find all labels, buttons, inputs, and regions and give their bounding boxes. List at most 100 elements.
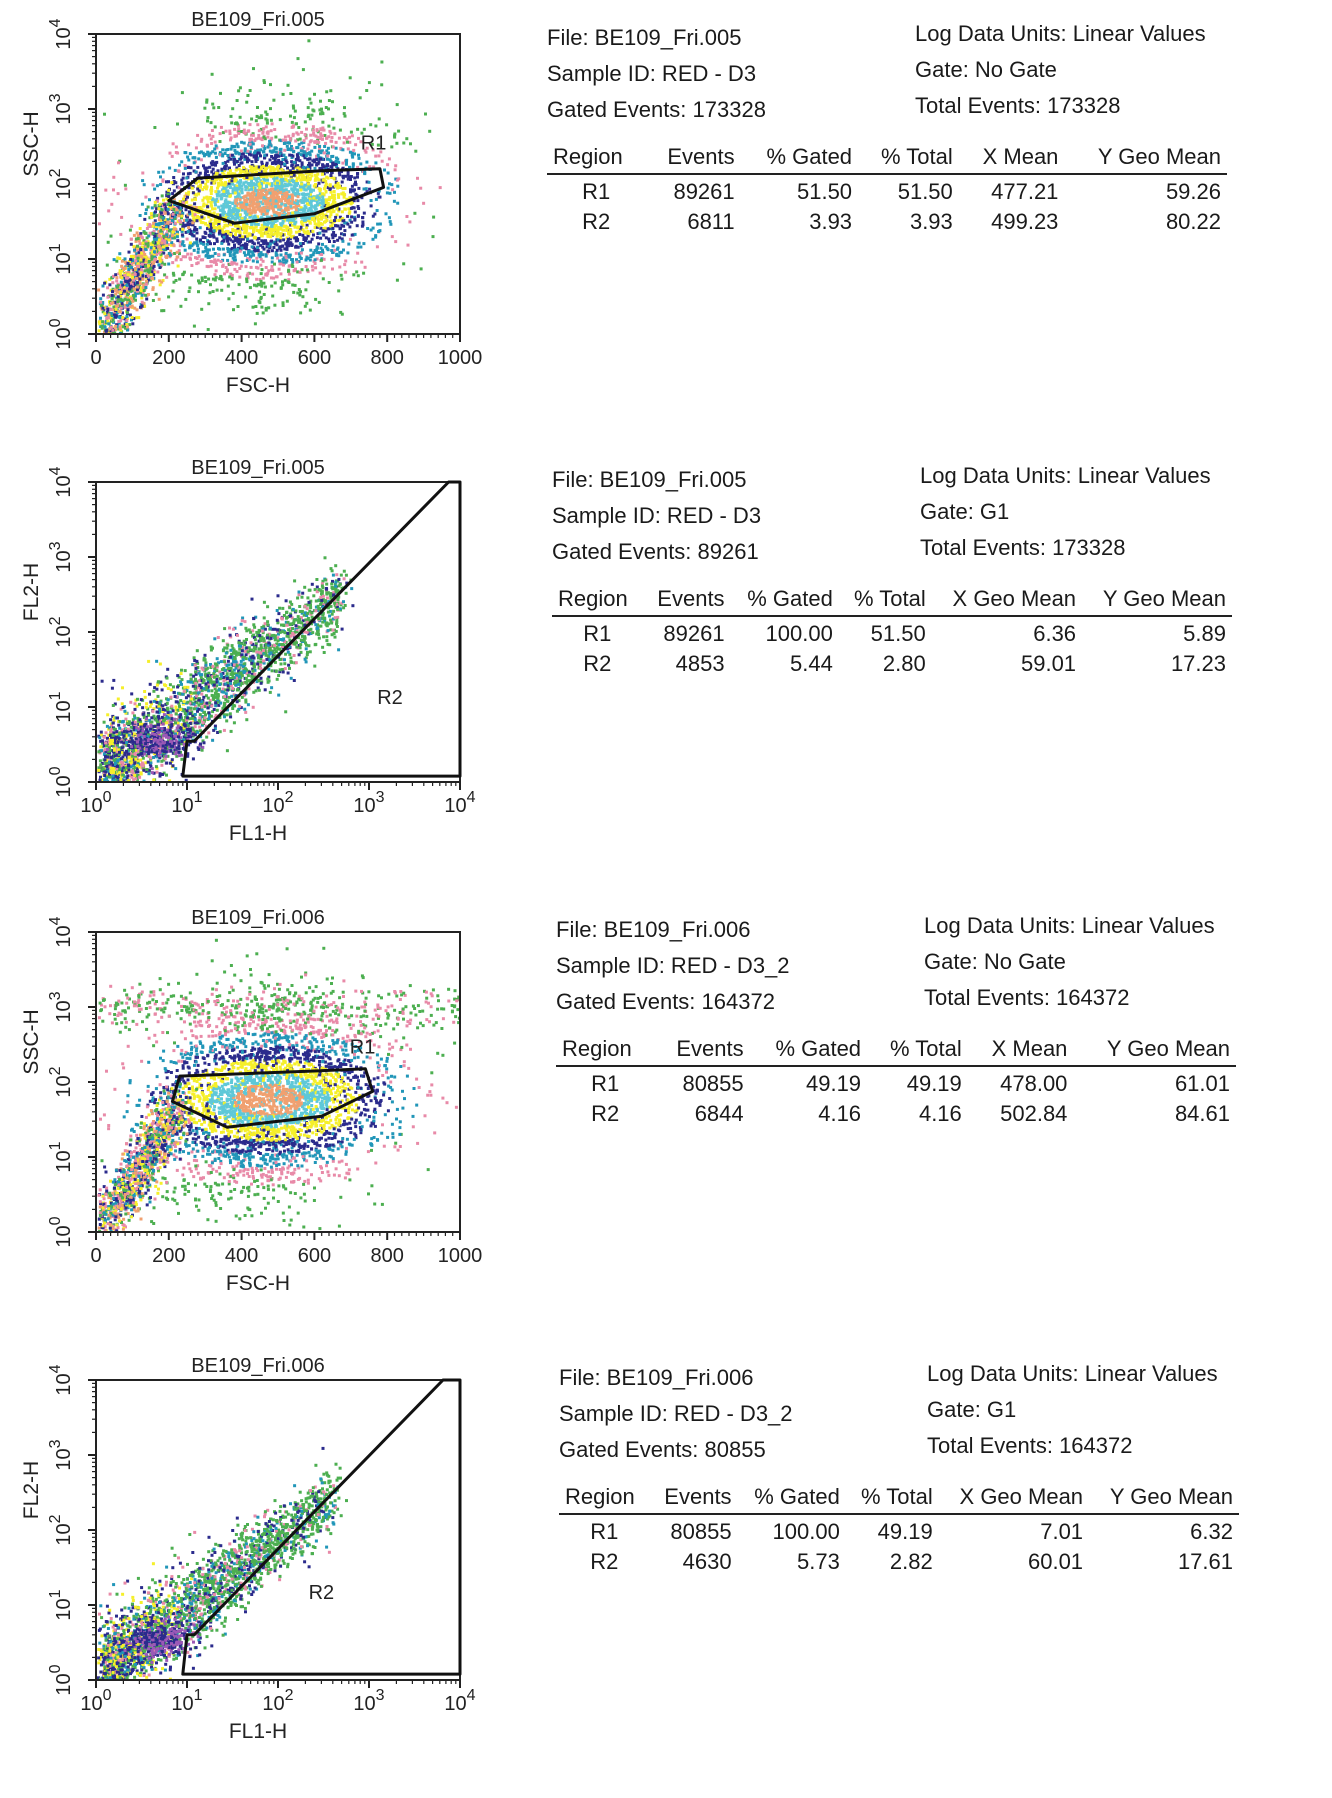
table-cell: 502.84 [968, 1097, 1074, 1127]
table-cell: 4.16 [867, 1097, 968, 1127]
table-cell: 2.82 [846, 1545, 939, 1575]
col-header: % Gated [738, 1482, 846, 1514]
col-header: Y Geo Mean [1064, 142, 1227, 174]
table-cell: 51.50 [741, 174, 858, 205]
table-cell: 60.01 [939, 1545, 1089, 1575]
info-block-2: File: BE109_Fri.005 Sample ID: RED - D3 … [552, 460, 1312, 720]
x-tick-label: 600 [298, 1245, 331, 1267]
region-label: R1 [361, 133, 387, 155]
col-header: % Total [858, 142, 959, 174]
info-block-4: File: BE109_Fri.006 Sample ID: RED - D3_… [559, 1358, 1319, 1618]
table-cell: 89261 [643, 616, 731, 647]
table-cell: 4853 [643, 647, 731, 677]
file-label: File: BE109_Fri.005 [547, 26, 741, 50]
col-header: Y Geo Mean [1089, 1482, 1239, 1514]
y-tick-label: 101 [47, 1141, 75, 1172]
total-events-label: Total Events: 173328 [920, 536, 1125, 560]
x-tick-label: 0 [90, 347, 101, 369]
stats-table-1: Region Events % Gated % Total X Mean Y G… [547, 142, 1227, 235]
table-cell: 5.44 [731, 647, 839, 677]
x-tick-label: 800 [371, 1245, 404, 1267]
table-cell: 84.61 [1073, 1097, 1236, 1127]
table-header-row: Region Events % Gated % Total X Geo Mean… [559, 1482, 1239, 1514]
file-label: File: BE109_Fri.006 [556, 918, 750, 942]
table-cell: 3.93 [741, 205, 858, 235]
table-cell: 6.32 [1089, 1514, 1239, 1545]
table-row: R2 4853 5.44 2.80 59.01 17.23 [552, 647, 1232, 677]
x-tick-label: 104 [444, 789, 475, 817]
y-tick-label: 102 [47, 1514, 75, 1545]
table-cell: R1 [547, 174, 645, 205]
col-header: Region [556, 1034, 654, 1066]
table-cell: 6811 [645, 205, 740, 235]
table-cell: 51.50 [858, 174, 959, 205]
y-tick-label: 101 [47, 1589, 75, 1620]
table-cell: 49.19 [750, 1066, 867, 1097]
col-header: % Total [867, 1034, 968, 1066]
col-header: Events [645, 142, 740, 174]
y-tick-label: 104 [47, 466, 75, 497]
x-axis-label: FSC-H [226, 1272, 290, 1295]
gate-label: Gate: G1 [927, 1398, 1016, 1422]
table-row: R1 80855 100.00 49.19 7.01 6.32 [559, 1514, 1239, 1545]
x-tick-label: 1000 [438, 347, 483, 369]
event-density-cloud [97, 556, 354, 783]
y-tick-label: 100 [47, 1664, 75, 1695]
y-tick-label: 102 [47, 1066, 75, 1097]
table-cell: 478.00 [968, 1066, 1074, 1097]
sample-id-label: Sample ID: RED - D3 [552, 504, 761, 528]
log-units-label: Log Data Units: Linear Values [915, 22, 1206, 46]
x-tick-label: 100 [80, 789, 111, 817]
x-axis-label: FL1-H [229, 822, 287, 845]
table-cell: 80855 [650, 1514, 738, 1545]
col-header: Events [643, 584, 731, 616]
table-cell: 17.23 [1082, 647, 1232, 677]
log-units-label: Log Data Units: Linear Values [920, 464, 1211, 488]
col-header: Region [547, 142, 645, 174]
col-header: Events [650, 1482, 738, 1514]
table-cell: 80.22 [1064, 205, 1227, 235]
x-tick-label: 103 [353, 789, 384, 817]
y-tick-label: 103 [47, 991, 75, 1022]
table-row: R1 80855 49.19 49.19 478.00 61.01 [556, 1066, 1236, 1097]
col-header: X Mean [959, 142, 1065, 174]
col-header: X Geo Mean [939, 1482, 1089, 1514]
table-cell: 89261 [645, 174, 740, 205]
table-row: R2 6811 3.93 3.93 499.23 80.22 [547, 205, 1227, 235]
y-tick-label: 103 [47, 1439, 75, 1470]
gated-events-label: Gated Events: 80855 [559, 1438, 766, 1462]
table-cell: R1 [552, 616, 643, 647]
table-cell: 49.19 [867, 1066, 968, 1097]
y-tick-label: 102 [47, 616, 75, 647]
y-tick-label: 100 [47, 318, 75, 349]
plot-title: BE109_Fri.005 [191, 457, 324, 479]
table-cell: 477.21 [959, 174, 1065, 205]
region-label: R2 [309, 1582, 335, 1604]
x-tick-label: 200 [152, 1245, 185, 1267]
stats-table-3: Region Events % Gated % Total X Mean Y G… [556, 1034, 1236, 1127]
y-tick-label: 100 [47, 766, 75, 797]
col-header: % Total [846, 1482, 939, 1514]
table-cell: 100.00 [738, 1514, 846, 1545]
table-cell: 2.80 [839, 647, 932, 677]
y-tick-label: 104 [47, 18, 75, 49]
col-header: Y Geo Mean [1082, 584, 1232, 616]
event-density-cloud [97, 1447, 348, 1681]
x-tick-label: 101 [171, 1687, 202, 1715]
y-tick-label: 102 [47, 168, 75, 199]
col-header: X Mean [968, 1034, 1074, 1066]
y-tick-label: 103 [47, 541, 75, 572]
col-header: % Gated [750, 1034, 867, 1066]
table-row: R1 89261 51.50 51.50 477.21 59.26 [547, 174, 1227, 205]
y-axis-label: FL2-H [20, 1461, 43, 1519]
file-label: File: BE109_Fri.005 [552, 468, 746, 492]
